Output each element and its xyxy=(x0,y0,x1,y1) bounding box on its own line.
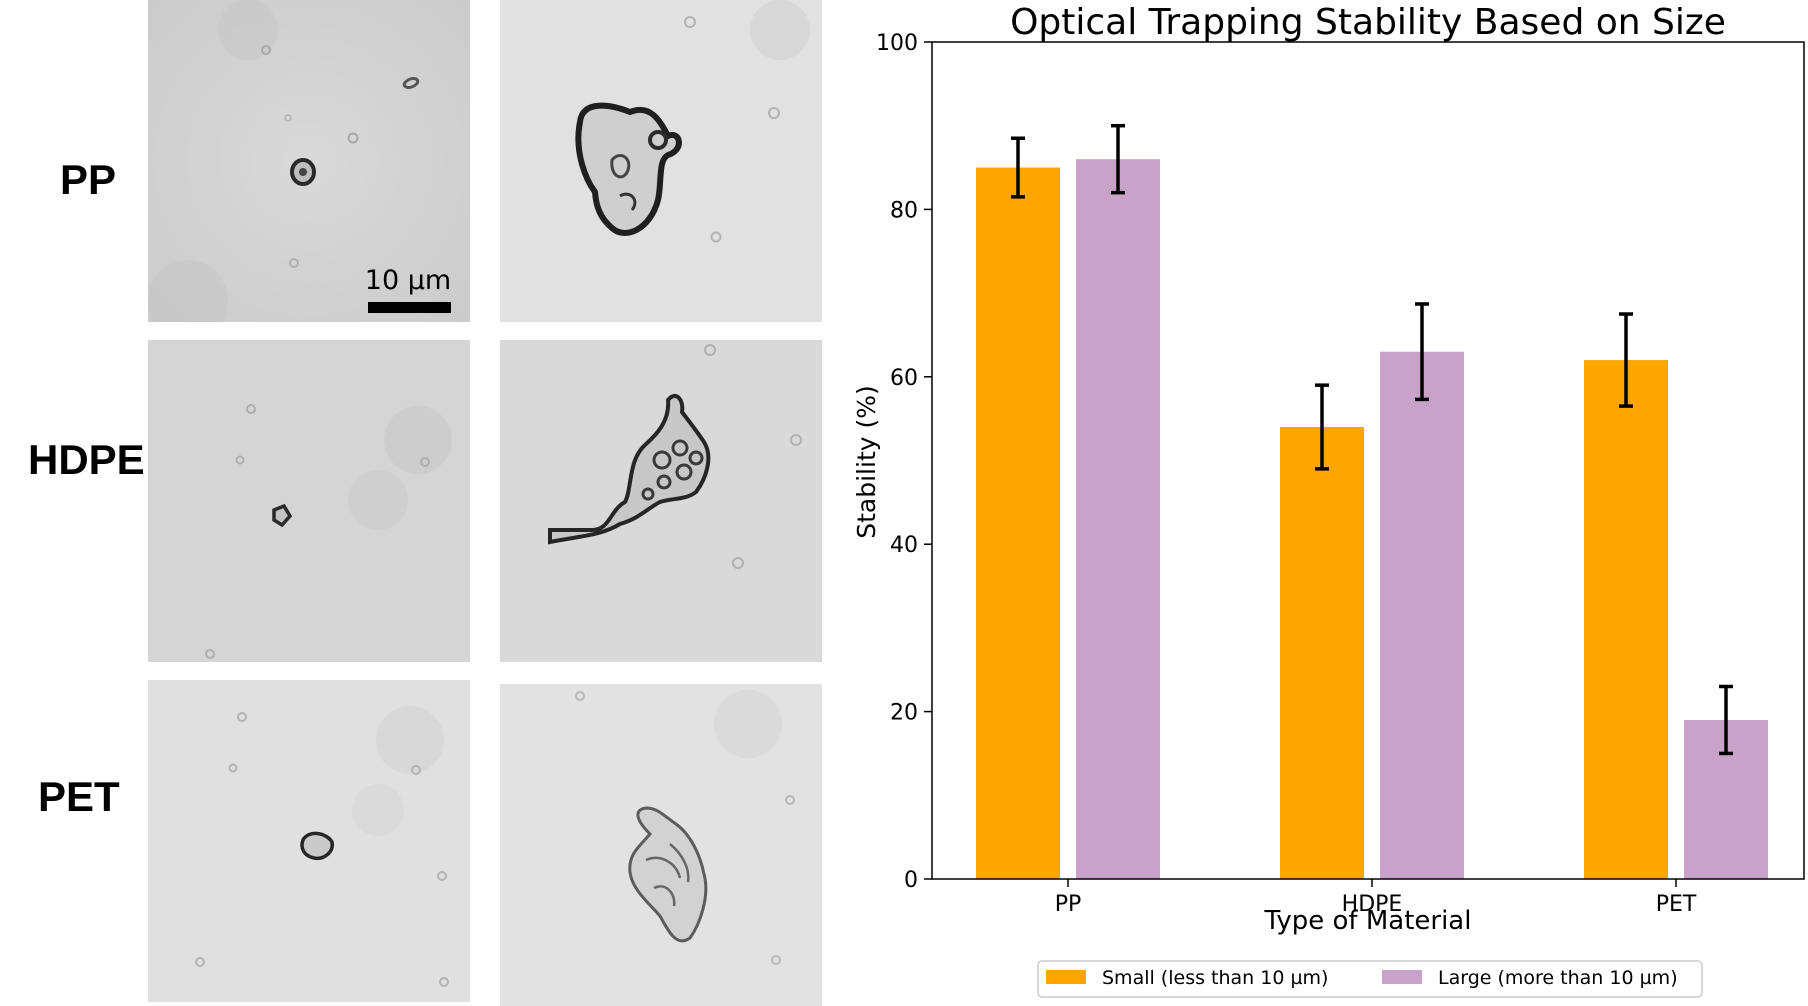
bar-small xyxy=(1584,360,1668,879)
legend-swatch-small xyxy=(1046,970,1086,984)
y-tick-label: 60 xyxy=(890,366,918,391)
chart-title: Optical Trapping Stability Based on Size xyxy=(1010,2,1726,43)
micrograph-pp-small: 10 µm xyxy=(148,0,470,322)
y-axis-label: Stability (%) xyxy=(852,385,881,539)
y-tick-label: 0 xyxy=(904,868,918,893)
x-tick-label: PET xyxy=(1656,892,1697,917)
row-label-hdpe: HDPE xyxy=(28,436,145,483)
legend-swatch-large xyxy=(1382,970,1422,984)
x-axis-label: Type of Material xyxy=(1264,906,1472,936)
x-tick-label: HDPE xyxy=(1342,892,1403,917)
y-tick-label: 80 xyxy=(890,198,918,223)
bar-small xyxy=(1280,427,1364,879)
scale-bar-label: 10 µm xyxy=(365,265,451,296)
row-label-pp: PP xyxy=(60,156,117,203)
micrograph-pp-large xyxy=(500,0,822,322)
y-tick-label: 40 xyxy=(890,533,918,558)
micrograph-pet-small xyxy=(148,680,470,1002)
bar-small xyxy=(976,167,1060,880)
row-label-pet: PET xyxy=(38,773,120,820)
x-tick-label: PP xyxy=(1055,892,1082,917)
legend-frame xyxy=(1037,960,1703,998)
micrograph-hdpe-large xyxy=(500,340,822,662)
y-tick-label: 20 xyxy=(890,701,918,726)
y-tick-label: 100 xyxy=(876,31,918,56)
legend-label-small: Small (less than 10 µm) xyxy=(1102,967,1328,989)
scale-bar xyxy=(368,302,451,313)
legend: Small (less than 10 µm) Large (more than… xyxy=(1037,960,1703,998)
bar-large xyxy=(1380,351,1464,879)
legend-label-large: Large (more than 10 µm) xyxy=(1438,967,1678,989)
micrograph-pet-large xyxy=(500,684,822,1006)
bar-large xyxy=(1076,159,1160,879)
micrograph-hdpe-small xyxy=(148,340,470,662)
plot-frame xyxy=(931,41,1805,880)
